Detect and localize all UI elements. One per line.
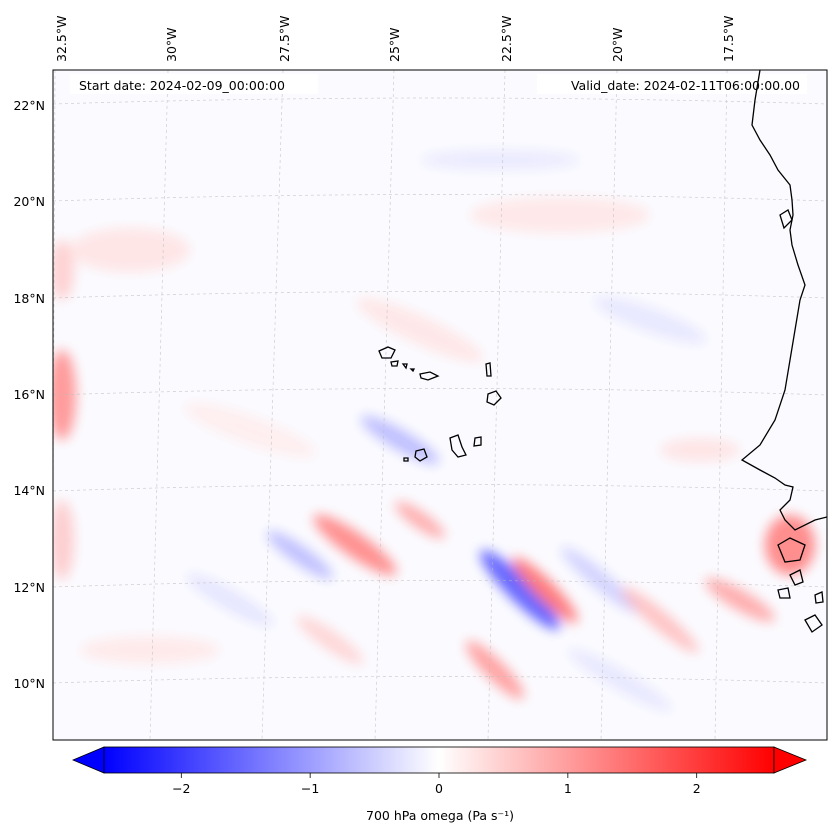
start-date-label: Start date: 2024-02-09_00:00:00 (79, 78, 285, 93)
lon-label: 32.5°W (54, 16, 69, 62)
colorbar-tick-label: 1 (564, 781, 572, 796)
lon-label: 27.5°W (277, 16, 292, 62)
lon-label: 25°W (387, 27, 402, 62)
map-panel (53, 70, 827, 740)
omega-field (53, 150, 815, 712)
africa-coastline (740, 70, 827, 531)
lat-label: 16°N (13, 387, 45, 402)
lat-label: 12°N (13, 580, 45, 595)
colorbar-min-extend (71, 746, 105, 774)
lat-label: 20°N (13, 194, 45, 209)
graticule (53, 70, 827, 740)
lat-label: 10°N (13, 676, 45, 691)
colorbar-tick-label: −2 (172, 781, 190, 796)
lon-label: 17.5°W (721, 16, 736, 62)
colorbar-label: 700 hPa omega (Pa s⁻¹) (366, 808, 514, 823)
lon-label: 20°W (610, 27, 625, 62)
colorbar-tick-label: 2 (693, 781, 701, 796)
colorbar-bar (103, 746, 775, 774)
lat-label: 14°N (13, 483, 45, 498)
lon-label: 22.5°W (499, 16, 514, 62)
longitude-labels: 32.5°W 30°W 27.5°W 25°W 22.5°W 20°W 17.5… (54, 16, 736, 62)
lat-label: 18°N (13, 291, 45, 306)
cape-verde-islands (378, 346, 502, 462)
coastline (740, 70, 827, 633)
lon-label: 30°W (164, 27, 179, 62)
colorbar: −2 −1 0 1 2 700 hPa omega (Pa s⁻¹) (71, 746, 808, 823)
colorbar-tick-label: −1 (301, 781, 319, 796)
map-background (53, 70, 827, 740)
latitude-labels: 22°N 20°N 18°N 16°N 14°N 12°N 10°N (13, 98, 45, 691)
colorbar-tick-label: 0 (435, 781, 443, 796)
valid-date-label: Valid_date: 2024-02-11T06:00:00.00 (571, 78, 800, 93)
colorbar-max-extend (773, 746, 808, 774)
lat-label: 22°N (13, 98, 45, 113)
map-frame (52, 69, 828, 741)
